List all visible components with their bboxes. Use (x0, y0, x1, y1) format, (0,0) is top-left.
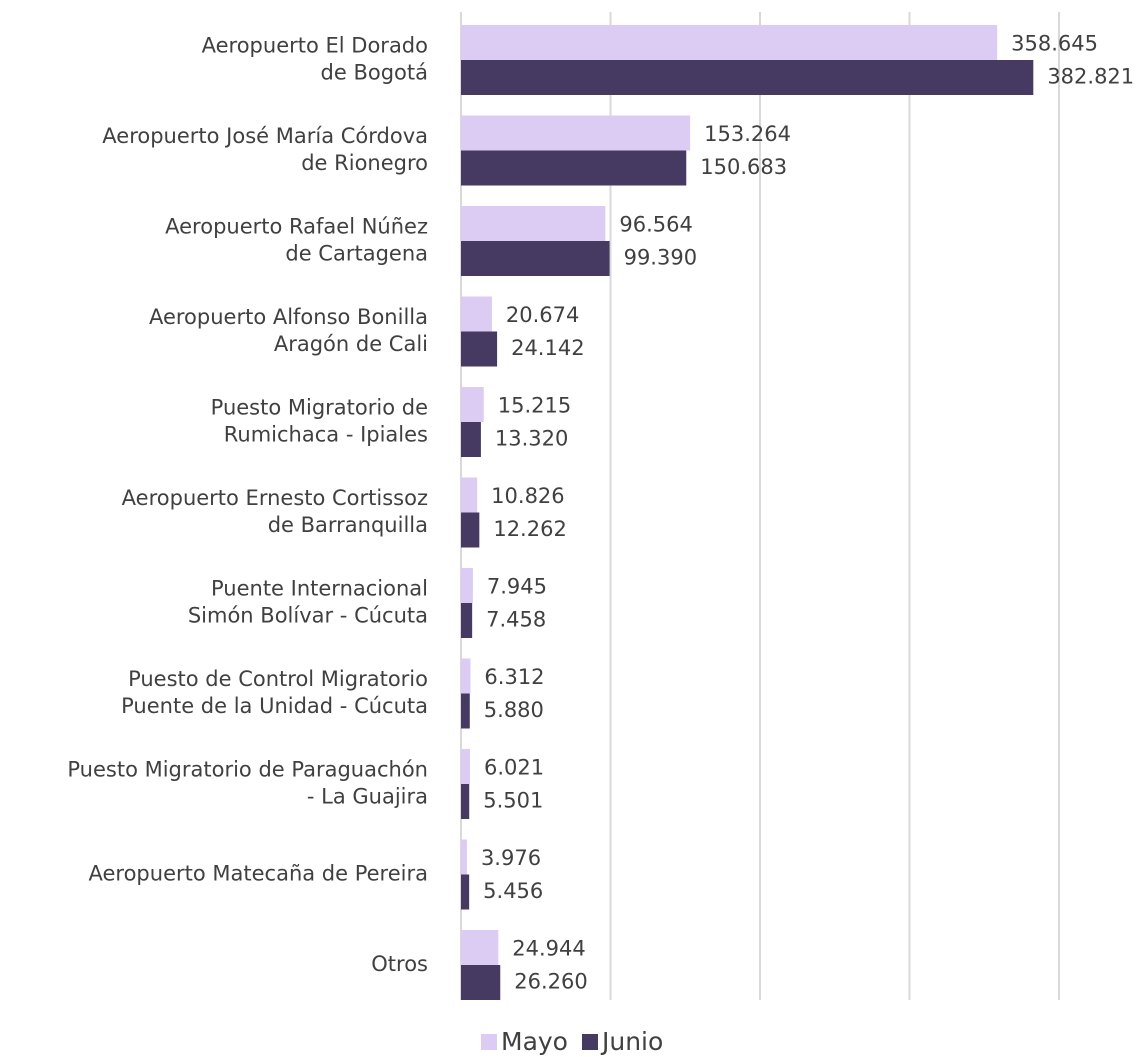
category-label: Aeropuerto Alfonso Bonilla Aragón de Cali (149, 305, 428, 356)
bar (461, 422, 481, 457)
value-label: 20.674 (506, 303, 579, 327)
bar (461, 839, 467, 875)
bar (461, 693, 470, 729)
value-label: 150.683 (700, 155, 787, 179)
value-label: 99.390 (624, 246, 697, 270)
bar (461, 512, 480, 548)
bar (461, 965, 501, 1000)
bar (461, 150, 687, 186)
value-label: 15.215 (498, 394, 571, 418)
legend-swatch (581, 1034, 598, 1050)
category-label: Aeropuerto El Dorado de Bogotá (202, 34, 428, 85)
value-label: 10.826 (491, 484, 564, 508)
bar (461, 874, 470, 910)
value-label: 5.880 (484, 698, 544, 722)
value-label: 5.456 (483, 879, 543, 903)
value-label: 24.944 (512, 937, 585, 961)
bar (461, 60, 1034, 95)
value-label: 13.320 (495, 427, 568, 451)
value-label: 12.262 (493, 517, 566, 541)
category-label: Otros (371, 952, 428, 976)
bar (461, 658, 471, 694)
bar (461, 115, 691, 151)
value-label: 3.976 (481, 846, 541, 870)
value-label: 6.021 (484, 756, 544, 780)
category-label: Puesto Migratorio de Paraguachón - La Gua… (67, 758, 428, 809)
value-label: 358.645 (1011, 32, 1098, 56)
category-label: Aeropuerto Ernesto Cortissoz de Barranqui… (122, 486, 428, 537)
bar (461, 930, 499, 965)
category-label: Aeropuerto Matecaña de Pereira (89, 862, 429, 886)
category-label: Aeropuerto José María Córdova de Rionegro (102, 124, 428, 175)
legend-label: Mayo (501, 1027, 568, 1056)
value-label: 24.142 (511, 336, 584, 360)
value-label: 6.312 (484, 665, 544, 689)
bar (461, 25, 998, 60)
value-label: 5.501 (483, 789, 543, 813)
legend-label: Junio (600, 1027, 663, 1056)
value-label: 153.264 (704, 122, 791, 146)
bar (461, 749, 471, 784)
bar (461, 296, 492, 332)
bar (461, 206, 606, 241)
bar (461, 568, 473, 603)
category-label: Puente Internacional Simón Bolívar - Cúcu… (188, 577, 428, 628)
category-label: Puesto de Control Migratorio Puente de la… (121, 667, 428, 718)
bar (461, 477, 478, 513)
value-label: 382.821 (1047, 65, 1134, 89)
value-label: 96.564 (619, 213, 692, 237)
bar (461, 241, 610, 276)
category-label: Aeropuerto Rafael Núñez de Cartagena (165, 215, 428, 266)
value-label: 7.458 (486, 608, 546, 632)
bar (461, 387, 484, 422)
value-label: 7.945 (487, 575, 547, 599)
value-label: 26.260 (514, 970, 587, 994)
bar (461, 603, 473, 638)
bar (461, 784, 470, 819)
legend-swatch (481, 1034, 497, 1050)
category-label: Puesto Migratorio de Rumichaca - Ipiales (211, 396, 428, 447)
bar (461, 331, 498, 367)
